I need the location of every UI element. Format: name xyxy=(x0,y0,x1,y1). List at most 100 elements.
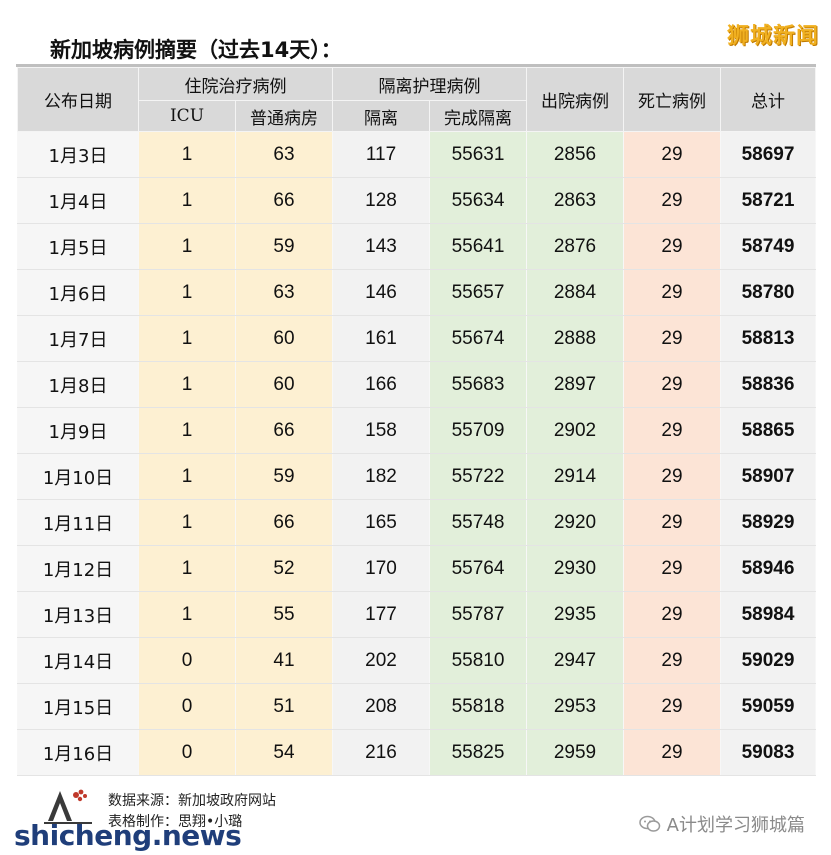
cell-deaths: 29 xyxy=(623,177,721,224)
table-row: 1月9日 1 66 158 55709 2902 29 58865 xyxy=(17,407,816,454)
table-header-row: 公布日期 住院治疗病例 隔离护理病例 出院病例 死亡病例 总计 xyxy=(17,67,816,132)
site-watermark-bottom: shicheng.news xyxy=(14,819,242,852)
header-deaths: 死亡病例 xyxy=(623,67,721,132)
cell-isolation: 146 xyxy=(332,269,430,316)
wechat-account-name: A计划学习狮城篇 xyxy=(666,815,805,836)
table-body: 1月3日 1 63 117 55631 2856 29 58697 1月4日 1… xyxy=(17,131,816,776)
cell-total: 59059 xyxy=(720,683,816,730)
cell-icu: 0 xyxy=(138,637,236,684)
table-subheader-row: ICU 普通病房 隔离 完成隔离 xyxy=(18,100,816,132)
cell-completed: 55709 xyxy=(429,407,527,454)
cell-ward: 54 xyxy=(235,729,333,776)
cell-total: 58865 xyxy=(720,407,816,454)
cell-ward: 60 xyxy=(235,361,333,408)
cell-discharged: 2914 xyxy=(526,453,624,500)
cell-completed: 55810 xyxy=(429,637,527,684)
footer: 数据来源：新加坡政府网站 表格制作：思翔•小璐 shicheng.news A计… xyxy=(0,777,831,855)
cell-date: 1月4日 xyxy=(17,177,139,224)
cell-total: 58780 xyxy=(720,269,816,316)
cell-isolation: 165 xyxy=(332,499,430,546)
cell-isolation: 143 xyxy=(332,223,430,270)
cell-icu: 1 xyxy=(138,361,236,408)
cell-discharged: 2920 xyxy=(526,499,624,546)
cell-discharged: 2959 xyxy=(526,729,624,776)
cell-discharged: 2953 xyxy=(526,683,624,730)
table-row: 1月10日 1 59 182 55722 2914 29 58907 xyxy=(17,453,816,500)
cell-total: 58836 xyxy=(720,361,816,408)
header-isolation: 隔离 xyxy=(332,100,430,132)
cell-completed: 55818 xyxy=(429,683,527,730)
cell-date: 1月7日 xyxy=(17,315,139,362)
cell-date: 1月16日 xyxy=(17,729,139,776)
cell-completed: 55825 xyxy=(429,729,527,776)
cell-icu: 1 xyxy=(138,499,236,546)
cell-isolation: 161 xyxy=(332,315,430,362)
cell-isolation: 117 xyxy=(332,131,430,178)
cell-completed: 55748 xyxy=(429,499,527,546)
cell-deaths: 29 xyxy=(623,131,721,178)
cell-icu: 1 xyxy=(138,177,236,224)
cell-date: 1月15日 xyxy=(17,683,139,730)
cell-discharged: 2930 xyxy=(526,545,624,592)
data-source-text: 数据来源：新加坡政府网站 xyxy=(108,793,276,809)
cases-summary-table: 公布日期 住院治疗病例 隔离护理病例 出院病例 死亡病例 总计 ICU 普通病房… xyxy=(17,67,816,776)
cell-date: 1月6日 xyxy=(17,269,139,316)
cell-deaths: 29 xyxy=(623,223,721,270)
cell-discharged: 2856 xyxy=(526,131,624,178)
cell-discharged: 2884 xyxy=(526,269,624,316)
cell-ward: 63 xyxy=(235,131,333,178)
cell-icu: 1 xyxy=(138,223,236,270)
cell-deaths: 29 xyxy=(623,315,721,362)
cell-deaths: 29 xyxy=(623,683,721,730)
cell-isolation: 208 xyxy=(332,683,430,730)
cell-discharged: 2947 xyxy=(526,637,624,684)
title-divider xyxy=(16,64,816,67)
cell-ward: 63 xyxy=(235,269,333,316)
brand-logo-icon xyxy=(44,789,92,824)
cell-discharged: 2863 xyxy=(526,177,624,224)
cell-total: 58721 xyxy=(720,177,816,224)
cell-date: 1月12日 xyxy=(17,545,139,592)
wechat-icon xyxy=(638,815,660,832)
table-row: 1月15日 0 51 208 55818 2953 29 59059 xyxy=(17,683,816,730)
table-row: 1月8日 1 60 166 55683 2897 29 58836 xyxy=(17,361,816,408)
site-watermark-top: 狮城新闻 xyxy=(726,24,819,49)
cell-ward: 51 xyxy=(235,683,333,730)
cell-icu: 0 xyxy=(138,683,236,730)
made-by-text: 表格制作：思翔•小璐 xyxy=(108,814,243,830)
cell-ward: 66 xyxy=(235,177,333,224)
credits: 数据来源：新加坡政府网站 表格制作：思翔•小璐 xyxy=(108,791,276,833)
cell-deaths: 29 xyxy=(623,729,721,776)
cell-ward: 59 xyxy=(235,223,333,270)
header-discharged: 出院病例 xyxy=(526,67,624,132)
header-isolation-group: 隔离护理病例 xyxy=(332,67,527,101)
cell-deaths: 29 xyxy=(623,407,721,454)
cell-ward: 55 xyxy=(235,591,333,638)
cell-isolation: 216 xyxy=(332,729,430,776)
table-row: 1月5日 1 59 143 55641 2876 29 58749 xyxy=(17,223,816,270)
cell-icu: 0 xyxy=(138,729,236,776)
cell-total: 58749 xyxy=(720,223,816,270)
cell-completed: 55657 xyxy=(429,269,527,316)
cell-icu: 1 xyxy=(138,315,236,362)
cell-icu: 1 xyxy=(138,269,236,316)
cell-ward: 41 xyxy=(235,637,333,684)
table-row: 1月14日 0 41 202 55810 2947 29 59029 xyxy=(17,637,816,684)
cell-date: 1月8日 xyxy=(17,361,139,408)
cell-deaths: 29 xyxy=(623,591,721,638)
cell-completed: 55634 xyxy=(429,177,527,224)
cell-deaths: 29 xyxy=(623,545,721,592)
cell-discharged: 2888 xyxy=(526,315,624,362)
cell-deaths: 29 xyxy=(623,269,721,316)
cell-total: 59029 xyxy=(720,637,816,684)
cell-isolation: 170 xyxy=(332,545,430,592)
page-title: 新加坡病例摘要（过去14天）： xyxy=(50,38,342,62)
cell-date: 1月5日 xyxy=(17,223,139,270)
cell-total: 58946 xyxy=(720,545,816,592)
cell-total: 58984 xyxy=(720,591,816,638)
cell-icu: 1 xyxy=(138,407,236,454)
table-row: 1月3日 1 63 117 55631 2856 29 58697 xyxy=(17,131,816,178)
cell-completed: 55674 xyxy=(429,315,527,362)
cell-isolation: 202 xyxy=(332,637,430,684)
cell-discharged: 2897 xyxy=(526,361,624,408)
